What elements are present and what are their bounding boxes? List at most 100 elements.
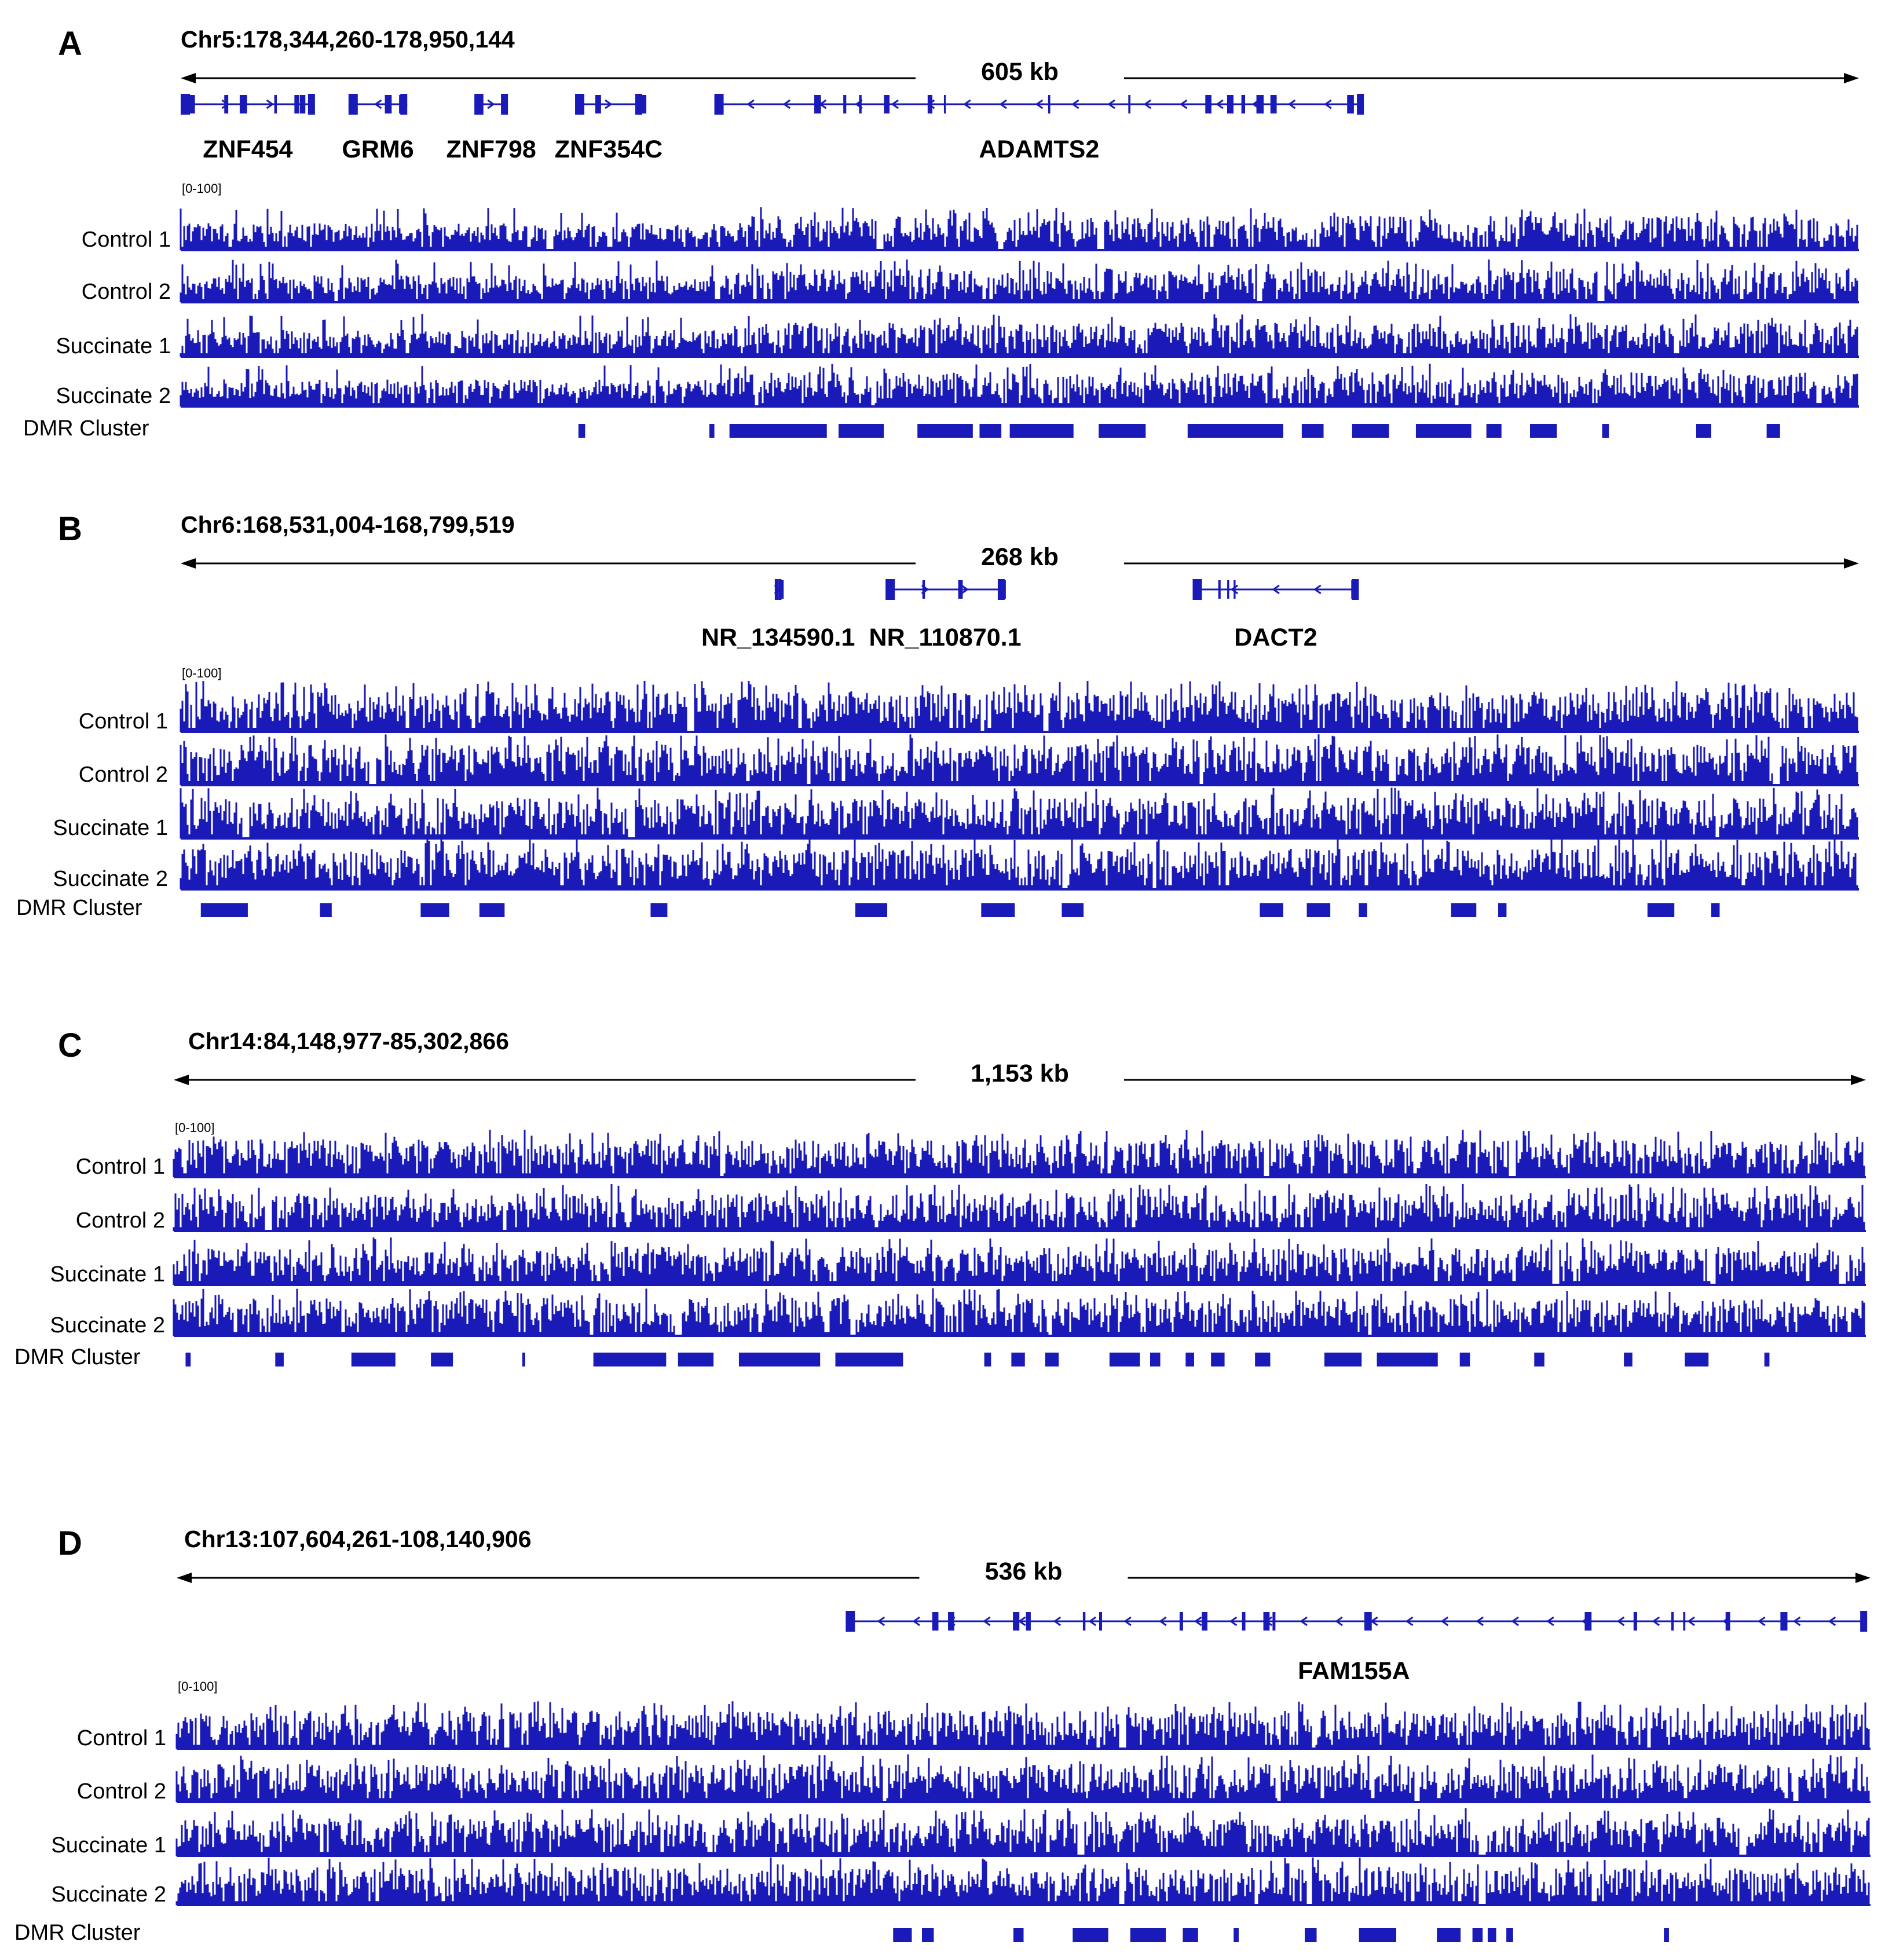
exon — [1780, 1612, 1788, 1631]
strand-arrow — [1272, 584, 1280, 595]
dmr-cluster-track: DMR Cluster — [16, 896, 1720, 920]
span-label: 1,153 kb — [971, 1060, 1069, 1087]
dmr-block — [1324, 1353, 1362, 1366]
strand-arrow — [1159, 1616, 1167, 1626]
gene-label: GRM6 — [342, 135, 413, 163]
exon — [1263, 1612, 1270, 1631]
exon — [1013, 1612, 1020, 1631]
exon — [1002, 580, 1006, 599]
panel-letter: A — [58, 25, 82, 63]
dmr-block — [1506, 1928, 1513, 1942]
track-succinate-1: Succinate 1 — [56, 314, 1859, 358]
exon — [385, 95, 392, 113]
exon — [948, 1612, 954, 1631]
dmr-block — [839, 424, 884, 438]
exon — [274, 95, 277, 113]
track-label: Control 1 — [77, 1726, 166, 1750]
track-succinate-1: Succinate 1 — [51, 1808, 1871, 1858]
signal-bars — [180, 681, 1858, 732]
dmr-block — [1459, 1353, 1470, 1366]
track-label: Succinate 2 — [51, 1882, 166, 1907]
exon — [1270, 95, 1277, 113]
strand-arrow — [1511, 1616, 1519, 1626]
dmr-block — [1711, 903, 1720, 917]
gene-label: NR_110870.1 — [869, 624, 1022, 651]
strand-arrow — [266, 99, 274, 109]
strand-arrow — [605, 99, 613, 109]
track-control-2: Control 2 — [77, 1754, 1871, 1804]
exon — [1227, 95, 1234, 113]
dmr-block — [320, 903, 332, 917]
data-range-label: [0-100] — [175, 1120, 215, 1135]
strand-arrow — [1229, 1616, 1238, 1626]
strand-arrow — [1324, 99, 1332, 109]
exon — [1357, 94, 1364, 115]
dmr-block — [1472, 1928, 1483, 1942]
exon — [814, 95, 818, 113]
panel-b: B Chr6:168,531,004-168,799,519 268 kb NR_13… — [16, 510, 1859, 920]
exon — [1179, 1612, 1183, 1631]
strand-arrow — [1335, 1616, 1343, 1626]
exon — [778, 579, 782, 600]
exon — [1351, 580, 1358, 599]
exon — [843, 95, 847, 113]
exon — [224, 95, 229, 113]
span-ruler: 605 kb — [181, 58, 1859, 86]
track-label: Control 2 — [77, 1779, 166, 1804]
dmr-block — [200, 903, 248, 917]
dmr-block — [1352, 424, 1389, 438]
exon — [1364, 1612, 1372, 1631]
strand-arrow — [1088, 1616, 1096, 1626]
panel-letter: B — [58, 510, 82, 548]
signal-bars — [173, 1237, 1865, 1285]
exon — [1192, 579, 1202, 600]
strand-arrow — [1216, 99, 1224, 109]
exon — [1633, 1612, 1637, 1631]
dmr-block — [578, 424, 585, 438]
track-succinate-2: Succinate 2 — [56, 364, 1859, 408]
dmr-cluster-track: DMR Cluster — [14, 1921, 1669, 1945]
exon — [239, 95, 247, 113]
exon — [308, 94, 315, 115]
ruler-arrow-right — [1844, 558, 1859, 569]
strand-arrow — [912, 1616, 920, 1626]
dmr-block — [1498, 903, 1507, 917]
exon — [348, 94, 358, 115]
dmr-block — [678, 1353, 714, 1366]
strand-arrow — [1792, 1616, 1801, 1626]
dmr-block — [1685, 1353, 1709, 1366]
signal-bars — [175, 1808, 1870, 1856]
dmr-block — [1187, 424, 1283, 438]
exon — [958, 580, 963, 599]
exon — [932, 1612, 939, 1631]
track-label: Succinate 1 — [50, 1262, 165, 1287]
strand-arrow — [1287, 99, 1296, 109]
strand-arrow — [963, 99, 971, 109]
gene-fam155a: FAM155A — [845, 1611, 1868, 1685]
dmr-block — [650, 903, 668, 917]
panel-letter: D — [58, 1525, 82, 1562]
strand-arrow — [983, 1616, 991, 1626]
gene-adamts2: ADAMTS2 — [714, 94, 1364, 163]
track-label: Control 2 — [76, 1208, 165, 1233]
data-range-label: [0-100] — [182, 181, 222, 196]
locus-label: Chr5:178,344,260-178,950,144 — [181, 26, 515, 53]
exon — [1227, 580, 1229, 599]
exon — [575, 94, 585, 115]
exon — [1272, 1612, 1276, 1631]
dmr-block — [1260, 903, 1283, 917]
dmr-block — [979, 424, 1002, 438]
gene-label: ZNF454 — [203, 135, 292, 163]
track-control-1: Control 1 — [76, 1130, 1866, 1179]
dmr-block — [1255, 1353, 1271, 1366]
gene-label: FAM155A — [1298, 1657, 1410, 1685]
span-ruler: 536 kb — [177, 1558, 1871, 1585]
exon — [884, 95, 890, 113]
ruler-arrow-right — [1855, 1573, 1871, 1583]
dmr-block — [1602, 424, 1609, 438]
signal-bars — [173, 1130, 1865, 1177]
track-label: Succinate 1 — [53, 816, 168, 840]
strand-arrow — [487, 99, 495, 109]
track-label: Control 1 — [82, 228, 171, 252]
track-control-2: Control 2 — [82, 259, 1859, 304]
